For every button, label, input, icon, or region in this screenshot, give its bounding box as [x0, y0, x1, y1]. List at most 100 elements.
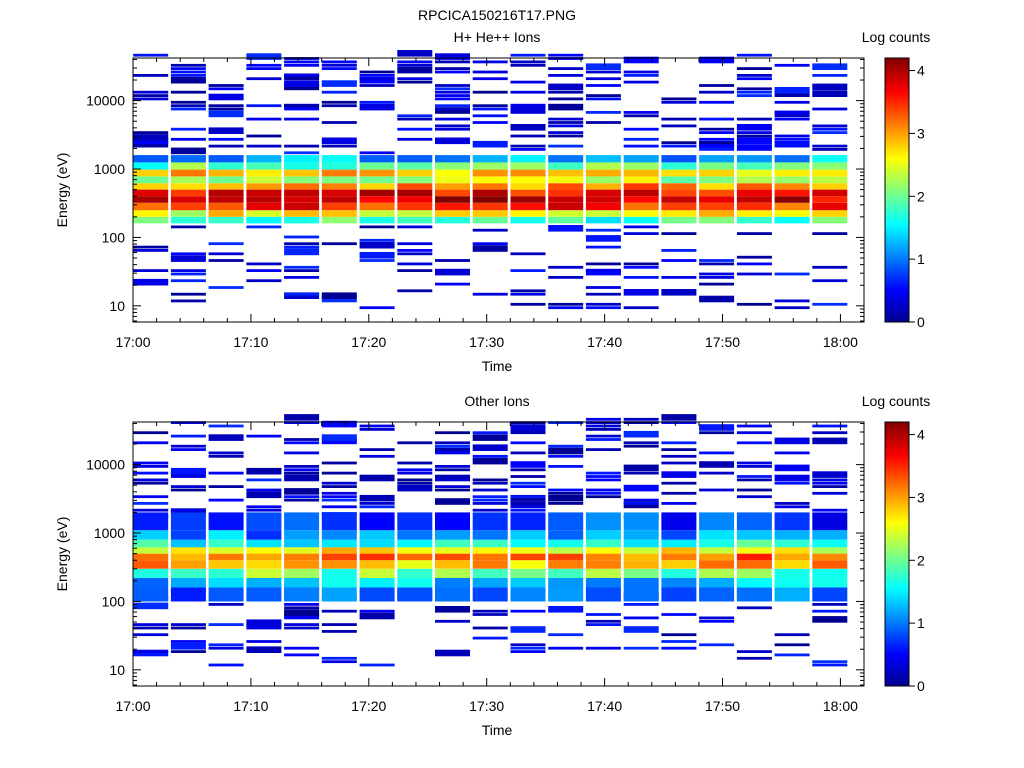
heatmap-cell — [812, 485, 848, 488]
heatmap-cell — [548, 144, 584, 148]
heatmap-cell — [699, 276, 735, 279]
heatmap-cell — [548, 162, 584, 170]
heatmap-cell — [133, 547, 169, 554]
heatmap-cell — [585, 495, 621, 499]
heatmap-cell — [623, 232, 659, 235]
heatmap-cell — [661, 633, 697, 637]
heatmap-cell — [321, 434, 357, 441]
heatmap-cell — [246, 63, 282, 67]
heatmap-cell — [774, 216, 810, 224]
heatmap-cell — [736, 302, 772, 306]
heatmap-cell — [736, 155, 772, 163]
heatmap-cell — [435, 649, 470, 657]
heatmap-cell — [510, 495, 546, 499]
heatmap-cell — [170, 127, 206, 131]
heatmap-cell — [170, 70, 206, 74]
heatmap-cell — [510, 80, 546, 84]
heatmap-cell — [585, 613, 621, 616]
heatmap-cell — [661, 640, 697, 643]
heatmap-cell — [472, 155, 508, 163]
heatmap-cell — [548, 633, 584, 637]
heatmap-cell — [359, 530, 395, 540]
heatmap-cell — [170, 623, 206, 626]
heatmap-cell — [736, 137, 772, 145]
heatmap-cell — [472, 216, 508, 224]
heatmap-cell — [133, 650, 169, 653]
heatmap-cell — [699, 451, 735, 455]
heatmap-cell — [699, 216, 735, 224]
heatmap-cell — [133, 553, 169, 561]
heatmap-cell — [623, 262, 659, 266]
heatmap-cell — [170, 650, 206, 653]
heatmap-cell — [208, 547, 244, 554]
heatmap-cell — [472, 162, 508, 170]
heatmap-cell — [321, 553, 357, 561]
heatmap-cell — [321, 104, 357, 108]
heatmap-cell — [397, 471, 433, 475]
heatmap-cell — [284, 117, 320, 121]
colorbar — [884, 421, 910, 687]
heatmap-cell — [774, 196, 810, 203]
panel-title: H+ He++ Ions — [454, 29, 541, 45]
heatmap-cell — [472, 70, 508, 74]
x-tick-label: 17:20 — [351, 698, 386, 714]
heatmap-cell — [321, 512, 357, 531]
heatmap-cell — [736, 488, 772, 492]
heatmap-cell — [397, 530, 433, 540]
heatmap-cell — [133, 183, 169, 190]
heatmap-cell — [208, 539, 244, 548]
heatmap-cell — [699, 578, 735, 588]
heatmap-cell — [548, 196, 584, 203]
heatmap-cell — [774, 578, 810, 588]
heatmap-cell — [208, 137, 244, 141]
heatmap-cell — [812, 539, 848, 548]
heatmap-cell — [435, 468, 470, 472]
heatmap-cell — [699, 202, 735, 211]
heatmap-cell — [661, 276, 697, 279]
heatmap-cell — [246, 587, 282, 602]
heatmap-cell — [170, 210, 206, 217]
heatmap-cell — [510, 643, 546, 647]
heatmap-cell — [699, 282, 735, 286]
heatmap-cell — [736, 169, 772, 177]
heatmap-cell — [585, 539, 621, 548]
heatmap-cell — [284, 210, 320, 217]
heatmap-cell — [208, 498, 244, 502]
heatmap-cell — [133, 131, 169, 134]
heatmap-cell — [246, 262, 282, 266]
heatmap-cell — [774, 100, 810, 104]
y-axis: 10 100 1000 10000 — [86, 58, 864, 322]
heatmap-cell — [774, 110, 810, 118]
heatmap-cell — [623, 616, 659, 620]
heatmap-cell — [284, 471, 320, 475]
x-tick-label: 17:50 — [705, 334, 740, 350]
heatmap-cell — [661, 210, 697, 217]
heatmap-cell — [359, 252, 395, 259]
heatmap-cell — [736, 183, 772, 190]
heatmap-cell — [284, 202, 320, 211]
heatmap-cells — [133, 50, 848, 310]
heatmap-cell — [661, 117, 697, 121]
heatmap-cell — [208, 252, 244, 256]
heatmap-cell — [548, 83, 584, 91]
heatmap-cell — [321, 495, 357, 499]
heatmap-cell — [812, 587, 848, 602]
heatmap-cell — [208, 451, 244, 455]
heatmap-cell — [623, 553, 659, 561]
heatmap-cell — [435, 498, 470, 505]
heatmap-cell — [812, 481, 848, 485]
heatmap-cell — [435, 53, 470, 57]
colorbar-label: Log counts — [862, 29, 931, 45]
heatmap-cell — [170, 279, 206, 283]
heatmap-cell — [208, 578, 244, 588]
heatmap-cell — [246, 491, 282, 499]
heatmap-cell — [284, 292, 320, 299]
heatmap-cell — [170, 299, 206, 303]
heatmap-cell — [246, 216, 282, 224]
heatmap-cell — [736, 90, 772, 94]
heatmap-cell — [170, 488, 206, 492]
heatmap-cell — [435, 547, 470, 554]
heatmap-cell — [548, 447, 584, 455]
heatmap-cell — [472, 609, 508, 613]
heatmap-cell — [321, 80, 357, 87]
